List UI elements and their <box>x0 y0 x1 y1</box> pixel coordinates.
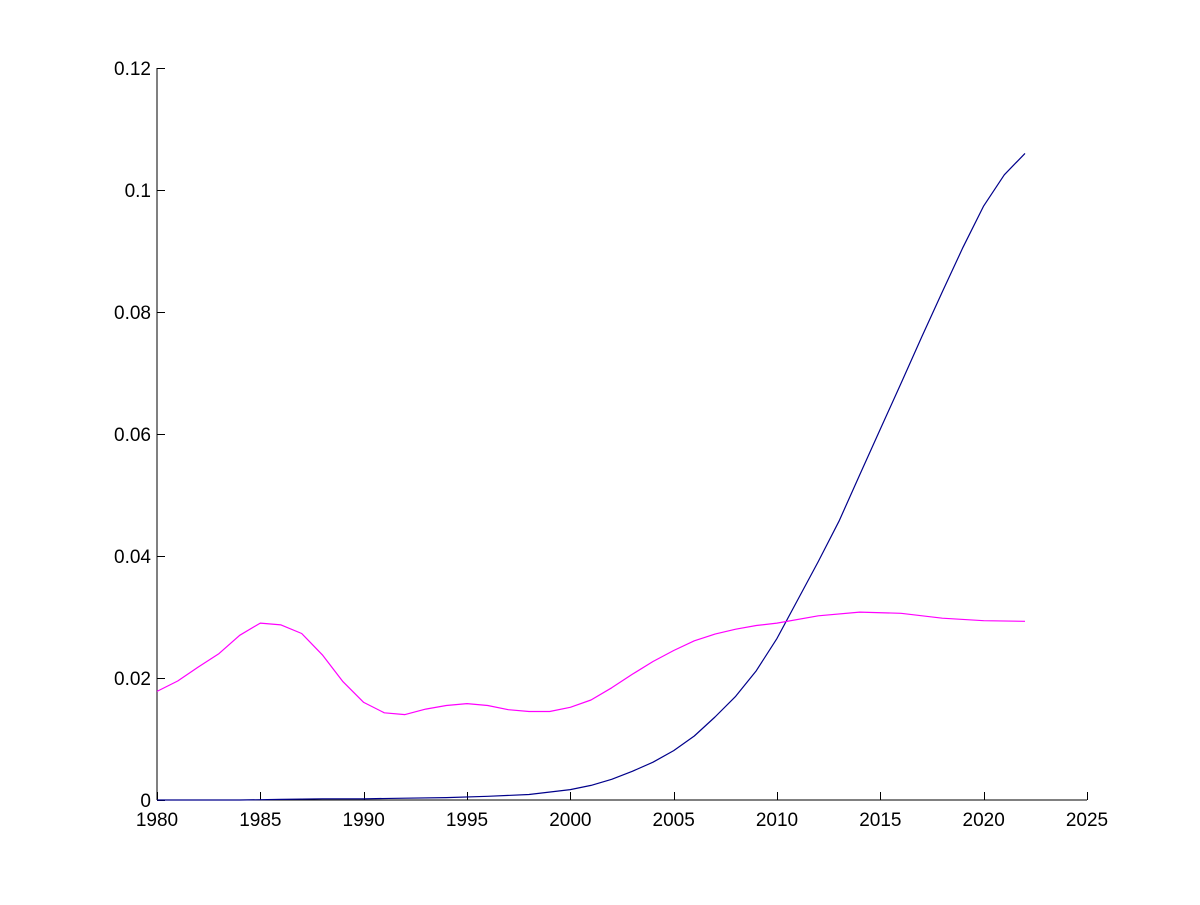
axes: 1980 1985 1990 1995 2000 2005 2010 2015 2020 2025… <box>114 59 1108 831</box>
y-tick-label: 0.08 <box>114 303 151 324</box>
x-tick-label: 2000 <box>549 810 591 831</box>
x-tick-label: 1995 <box>446 810 488 831</box>
y-tick-label: 0.02 <box>114 669 151 690</box>
plot-area <box>156 152 1026 801</box>
y-tick-label: 0 <box>140 791 151 812</box>
x-tick-label: 2010 <box>756 810 798 831</box>
y-tick-label: 0.1 <box>125 181 151 202</box>
series-line-1 <box>157 152 1026 801</box>
x-tick-label: 1990 <box>343 810 385 831</box>
y-tick-label: 0.06 <box>114 425 151 446</box>
y-tick-label: 0.04 <box>114 547 151 568</box>
y-tick-label: 0.12 <box>114 59 151 80</box>
x-tick-label: 2015 <box>859 810 901 831</box>
x-tick-label: 2025 <box>1066 810 1108 831</box>
x-tick-label: 2005 <box>653 810 695 831</box>
x-tick-label: 2020 <box>963 810 1005 831</box>
x-tick-label: 1985 <box>239 810 281 831</box>
series-line-2 <box>156 611 1026 716</box>
x-tick-label: 1980 <box>136 810 178 831</box>
